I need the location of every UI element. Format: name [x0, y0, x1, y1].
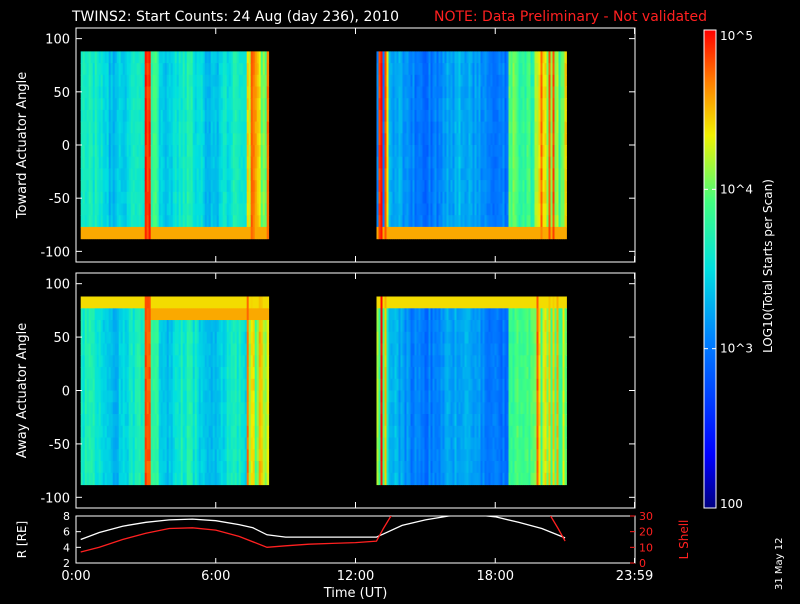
heatmap-cell — [565, 157, 567, 169]
toward-actuator-panel: -100 -50 0 50 100 Toward Actuator Angle — [15, 28, 635, 262]
heatmap-cell — [565, 168, 567, 180]
heatmap-cell — [565, 180, 567, 192]
heatmap-cell — [267, 98, 269, 110]
heatmap-cell — [565, 110, 567, 122]
heatmap-cell — [267, 461, 269, 473]
heatmap-cell — [267, 145, 269, 157]
heatmap-cell — [267, 204, 269, 216]
heatmap-block — [377, 297, 567, 486]
heatmap-cell — [267, 332, 269, 344]
heatmap-cell — [267, 122, 269, 134]
y-tick-label: -50 — [49, 192, 70, 207]
heatmap-cell — [267, 473, 269, 485]
heatmap-cell — [267, 192, 269, 204]
heatmap-cell — [267, 227, 269, 239]
heatmap-cell — [565, 133, 567, 145]
chart-title: TWINS2: Start Counts: 24 Aug (day 236), … — [71, 9, 399, 25]
heatmap-cell — [267, 133, 269, 145]
heatmap-cell — [267, 449, 269, 461]
heatmap-cell — [267, 87, 269, 99]
heatmap-cell — [565, 63, 567, 75]
heatmap-cell — [267, 379, 269, 391]
heatmap-cell — [267, 320, 269, 332]
heatmap-cell — [267, 426, 269, 438]
heatmap-cell — [267, 168, 269, 180]
heatmap-cell — [565, 87, 567, 99]
heatmap-cell — [565, 51, 567, 63]
y-tick-label: 50 — [53, 86, 70, 101]
heatmap-cell — [565, 145, 567, 157]
heatmap-cell — [267, 414, 269, 426]
heatmap-cell — [565, 227, 567, 239]
heatmap-block — [81, 297, 269, 486]
heatmap-cell — [267, 438, 269, 450]
y-axis-label: Toward Actuator Angle — [15, 72, 30, 219]
heatmap-cell — [565, 98, 567, 110]
heatmap-cell — [267, 402, 269, 414]
heatmap-cell — [267, 51, 269, 63]
heatmap-cell — [267, 344, 269, 356]
heatmap-block — [377, 51, 567, 239]
heatmap-cell — [267, 391, 269, 403]
heatmap-cell — [267, 308, 269, 320]
heatmap-cell — [565, 122, 567, 134]
heatmap-cell — [267, 75, 269, 87]
heatmap-cell — [565, 75, 567, 87]
y-tick-label: -100 — [40, 245, 70, 260]
heatmap-cell — [565, 204, 567, 216]
data-note: NOTE: Data Preliminary - Not validated — [434, 9, 707, 25]
heatmap-block — [81, 51, 269, 239]
heatmap-cell — [267, 110, 269, 122]
heatmap-cell — [267, 215, 269, 227]
heatmap-cell — [267, 63, 269, 75]
heatmap-cell — [267, 297, 269, 309]
y-tick-label: 100 — [45, 33, 70, 48]
heatmap-cell — [267, 157, 269, 169]
y-tick-label: 0 — [62, 139, 70, 154]
heatmap-cell — [267, 367, 269, 379]
heatmap-cell — [267, 180, 269, 192]
heatmap-cell — [565, 192, 567, 204]
heatmap-cell — [565, 215, 567, 227]
heatmap-cell — [267, 355, 269, 367]
